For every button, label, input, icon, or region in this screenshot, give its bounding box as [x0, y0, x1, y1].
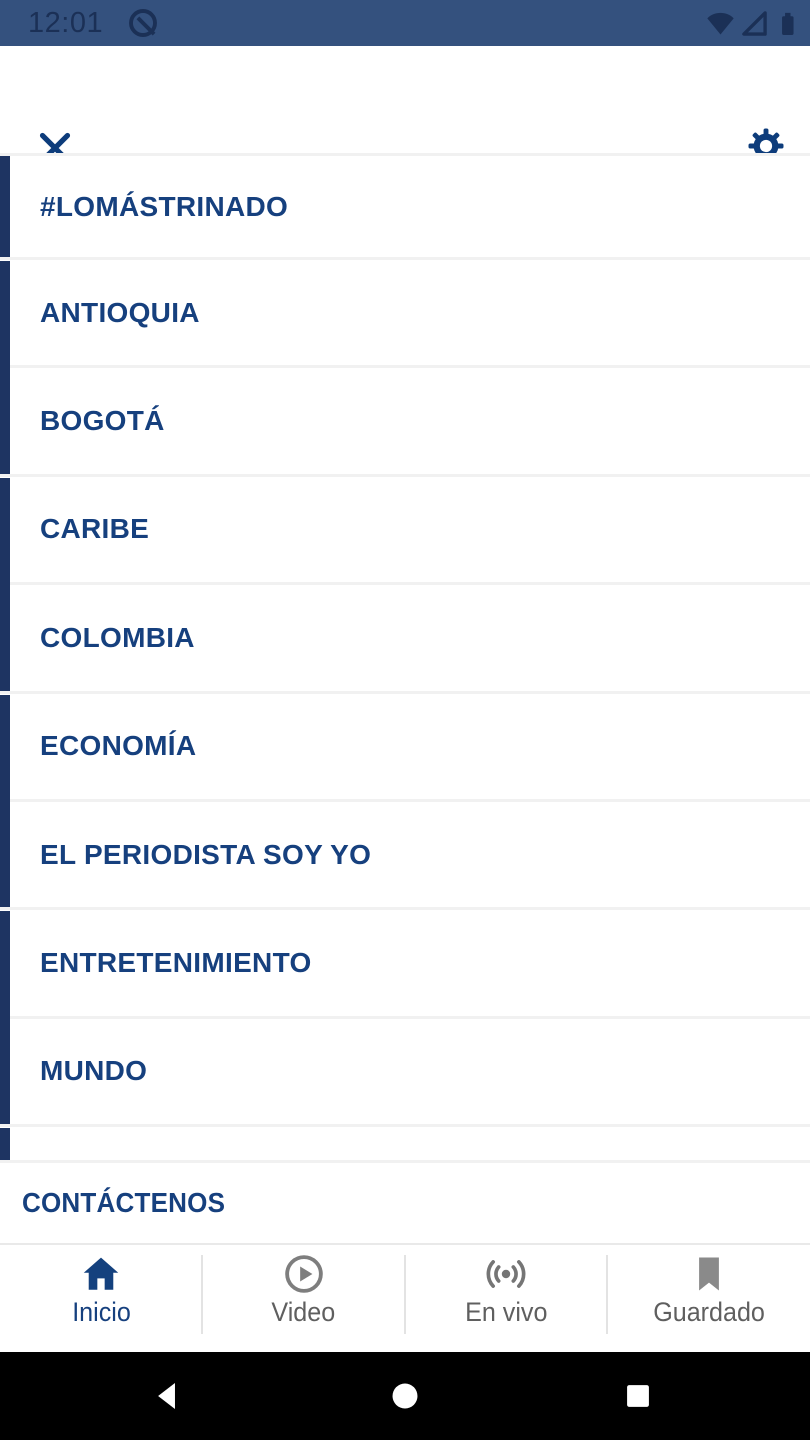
menu-item-label: BOGOTÁ [40, 405, 165, 437]
menu-item-label: ENTRETENIMIENTO [40, 947, 312, 979]
android-navigation-bar [0, 1352, 810, 1440]
scroll-accent-bar [0, 695, 10, 907]
nav-divider [606, 1255, 608, 1334]
category-menu: #LOMÁSTRINADO ANTIOQUIA BOGOTÁ CARIBE CO… [0, 156, 810, 1164]
menu-item-el-periodista-soy-yo[interactable]: EL PERIODISTA SOY YO [0, 801, 810, 911]
nav-divider [201, 1255, 203, 1334]
home-icon [84, 1257, 119, 1290]
android-back-icon[interactable] [153, 1379, 187, 1413]
android-home-icon[interactable] [388, 1379, 422, 1413]
menu-item-label: COLOMBIA [40, 621, 195, 653]
status-bar: 12:01 [0, 0, 810, 46]
tab-en-vivo[interactable]: En vivo [405, 1245, 608, 1347]
menu-item-label: ECONOMÍA [40, 730, 197, 762]
scroll-accent-bar [0, 261, 10, 474]
menu-item-bogota[interactable]: BOGOTÁ [0, 368, 810, 477]
cellular-signal-icon [742, 10, 767, 36]
menu-item-colombia[interactable]: COLOMBIA [0, 585, 810, 694]
scroll-accent-bar [0, 1128, 10, 1160]
scroll-accent-bar [0, 911, 10, 1124]
menu-item-label: CARIBE [40, 513, 150, 545]
wifi-icon [707, 12, 734, 34]
contact-label: CONTÁCTENOS [22, 1187, 226, 1218]
tab-label: En vivo [465, 1297, 548, 1327]
scroll-accent-bar [0, 478, 10, 691]
header-divider [0, 153, 810, 156]
status-clock: 12:01 [28, 6, 104, 39]
menu-item-label: MUNDO [40, 1055, 148, 1087]
battery-icon [782, 12, 794, 35]
menu-item-economia[interactable]: ECONOMÍA [0, 693, 810, 802]
menu-item-partial[interactable] [0, 1127, 810, 1164]
menu-item-mundo[interactable]: MUNDO [0, 1018, 810, 1128]
menu-item-entretenimiento[interactable]: ENTRETENIMIENTO [0, 910, 810, 1019]
android-recents-icon[interactable] [621, 1379, 655, 1413]
tab-label: Guardado [652, 1297, 765, 1327]
bookmark-icon [698, 1257, 719, 1291]
menu-header [0, 46, 810, 164]
menu-item-antioquia[interactable]: ANTIOQUIA [0, 260, 810, 369]
menu-item-label: #LOMÁSTRINADO [40, 190, 289, 222]
android-q-notification-icon [129, 9, 158, 37]
live-broadcast-icon [486, 1260, 526, 1288]
scroll-accent-bar [0, 156, 10, 257]
menu-item-caribe[interactable]: CARIBE [0, 476, 810, 586]
menu-item-label: EL PERIODISTA SOY YO [40, 838, 372, 870]
tab-video[interactable]: Video [203, 1245, 406, 1347]
menu-item-contactenos[interactable]: CONTÁCTENOS [0, 1163, 810, 1245]
nav-divider [404, 1255, 406, 1334]
tab-guardado[interactable]: Guardado [608, 1245, 810, 1347]
tab-inicio[interactable]: Inicio [0, 1245, 203, 1347]
status-icons [705, 0, 802, 46]
menu-item-lomastrinado[interactable]: #LOMÁSTRINADO [0, 156, 810, 260]
tab-label: Inicio [71, 1297, 131, 1327]
bottom-navigation: Inicio Video En vivo Guardado [0, 1245, 810, 1347]
play-circle-icon [284, 1255, 323, 1293]
menu-item-label: ANTIOQUIA [40, 296, 200, 328]
tab-label: Video [271, 1297, 336, 1327]
